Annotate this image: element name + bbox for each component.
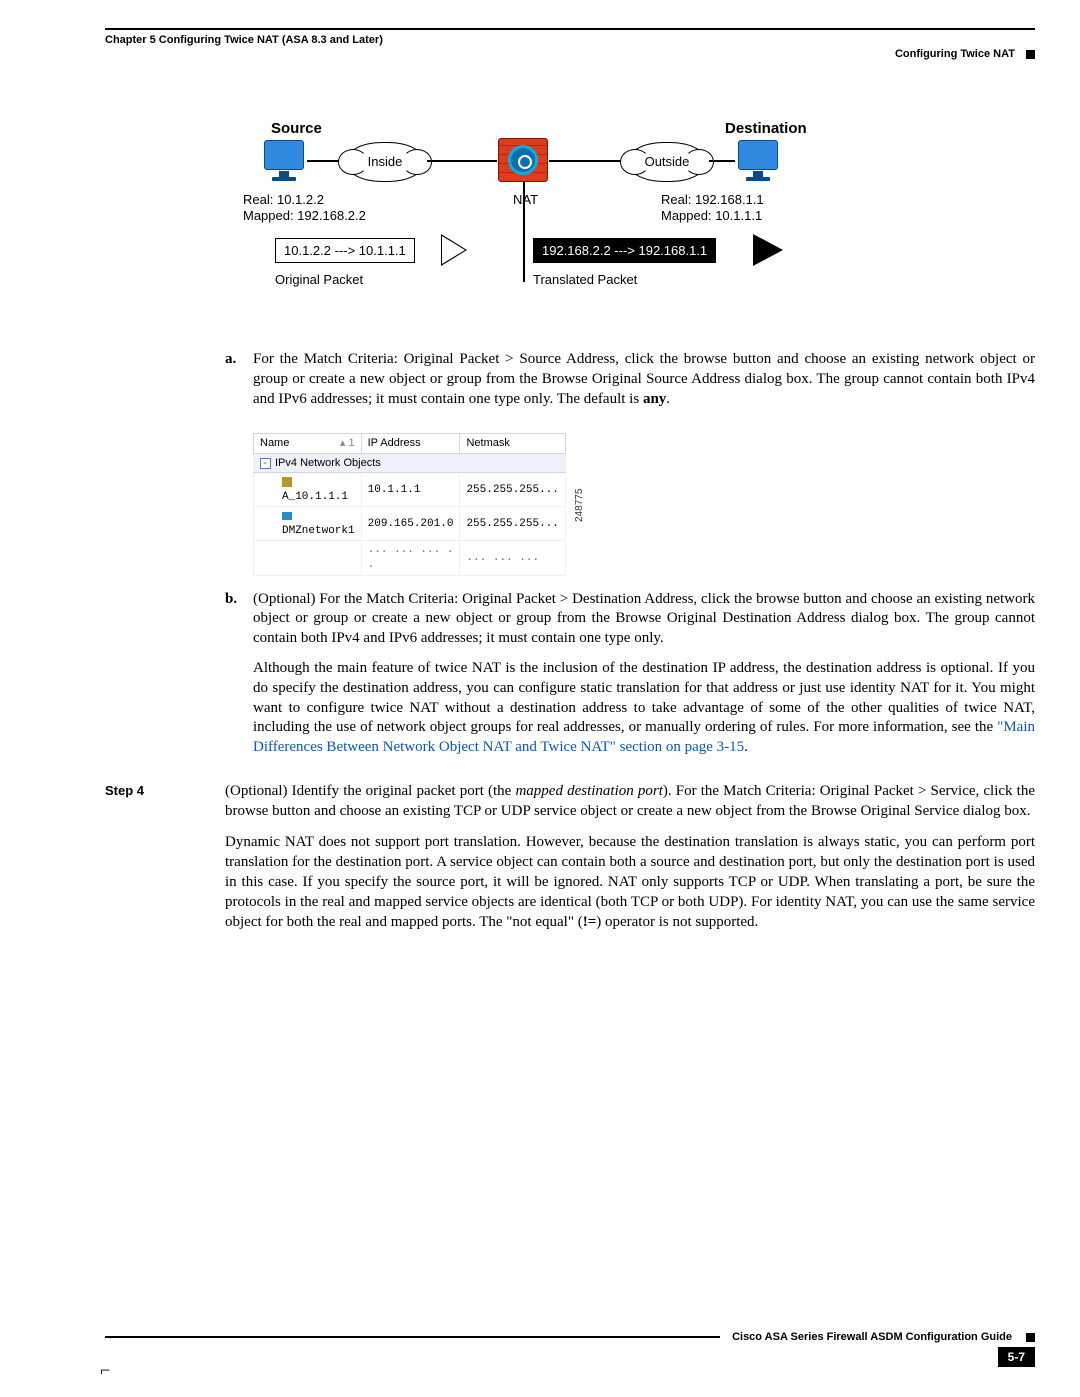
destination-addresses: Real: 192.168.1.1 Mapped: 10.1.1.1: [661, 192, 764, 224]
group-row: IPv4 Network Objects: [254, 453, 566, 473]
destination-pc-icon: [735, 140, 781, 181]
corner-mark-icon: ⌐: [100, 1360, 110, 1381]
step-4: Step 4 (Optional) Identify the original …: [105, 782, 1035, 945]
page-header: Chapter 5 Configuring Twice NAT (ASA 8.3…: [105, 28, 1035, 60]
outside-cloud-icon: Outside: [627, 142, 707, 182]
column-header: Name ▴ 1: [254, 434, 362, 454]
page-footer: Cisco ASA Series Firewall ASDM Configura…: [105, 1331, 1035, 1367]
table-row: DMZnetwork1 209.165.201.0 255.255.255...: [254, 507, 566, 541]
header-marker-icon: [1026, 50, 1035, 59]
translated-packet-caption: Translated Packet: [533, 272, 637, 287]
footer-guide-title: Cisco ASA Series Firewall ASDM Configura…: [720, 1331, 1020, 1343]
inside-cloud-icon: Inside: [345, 142, 425, 182]
step4-p1: (Optional) Identify the original packet …: [225, 782, 1035, 822]
step4-p2: Dynamic NAT does not support port transl…: [225, 833, 1035, 932]
nat-label: NAT: [513, 192, 538, 207]
table-row: ... ... ... . .... ... ...: [254, 541, 566, 575]
nat-diagram: Source Destination Inside Outside NAT Re…: [235, 120, 875, 330]
column-header: Netmask: [460, 434, 565, 454]
divider-line: [523, 182, 525, 282]
original-packet-box: 10.1.2.2 ---> 10.1.1.1: [275, 238, 415, 263]
list-b-p2: Although the main feature of twice NAT i…: [253, 659, 1035, 758]
list-marker: b.: [225, 590, 253, 768]
original-packet-caption: Original Packet: [275, 272, 363, 287]
step-label: Step 4: [105, 782, 225, 945]
list-marker: a.: [225, 350, 253, 419]
column-header: IP Address: [361, 434, 460, 454]
arrow-right-icon: [441, 234, 467, 266]
list-a-text: For the Match Criteria: Original Packet …: [253, 350, 1035, 409]
destination-label: Destination: [725, 120, 807, 137]
firewall-icon: [498, 138, 548, 182]
source-label: Source: [271, 120, 322, 137]
source-addresses: Real: 10.1.2.2 Mapped: 192.168.2.2: [243, 192, 366, 224]
table-row: A_10.1.1.1 10.1.1.1 255.255.255...: [254, 473, 566, 507]
list-item-a: a. For the Match Criteria: Original Pack…: [225, 350, 1035, 419]
arrow-right-solid-icon: [753, 234, 783, 266]
section-title: Configuring Twice NAT: [895, 48, 1015, 60]
page-number: 5-7: [998, 1347, 1035, 1367]
network-objects-table: Name ▴ 1 IP Address Netmask IPv4 Network…: [253, 433, 573, 575]
list-item-b: b. (Optional) For the Match Criteria: Or…: [225, 590, 1035, 768]
list-b-p1: (Optional) For the Match Criteria: Origi…: [253, 590, 1035, 649]
footer-marker-icon: [1026, 1333, 1035, 1342]
source-pc-icon: [261, 140, 307, 181]
figure-id-label: 248775: [572, 489, 585, 522]
translated-packet-box: 192.168.2.2 ---> 192.168.1.1: [533, 238, 716, 263]
chapter-title: Chapter 5 Configuring Twice NAT (ASA 8.3…: [105, 34, 383, 60]
